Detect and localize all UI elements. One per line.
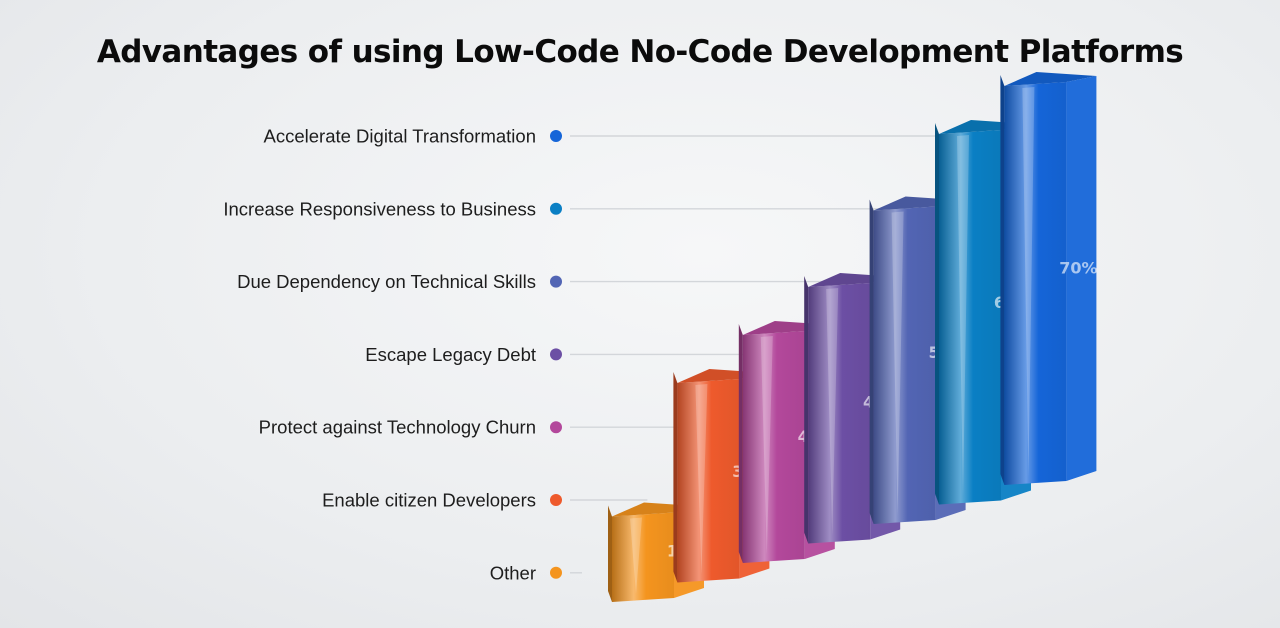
bar-side-face [738, 324, 743, 563]
bar-front-face [612, 512, 674, 602]
category-label-protect-against-technology-churn: Protect against Technology Churn [259, 417, 536, 438]
bars-group: 15%35%40%45%55%65%70% [608, 72, 1098, 602]
bar-side-face [1000, 75, 1005, 485]
bar-side-face [608, 505, 612, 602]
bar-side-face [935, 123, 939, 505]
bar-accelerate-digital-transformation: 70% [1000, 72, 1098, 485]
category-label-due-dependency-on-technical-skills: Due Dependency on Technical Skills [237, 271, 536, 292]
connector-lines [570, 135, 975, 574]
bar-highlight [957, 135, 969, 497]
bar-highlight [1022, 87, 1035, 477]
category-label-enable-citizen-developers: Enable citizen Developers [322, 490, 536, 511]
bar-front-face [677, 379, 740, 583]
bar-front-face [742, 331, 805, 563]
legend-dot-escape-legacy-debt [550, 348, 562, 361]
bar-highlight [891, 211, 904, 516]
category-label-increase-responsiveness-to-business: Increase Responsiveness to Business [223, 198, 536, 219]
bar-highlight [760, 336, 773, 555]
category-label-accelerate-digital-transformation: Accelerate Digital Transformation [264, 126, 536, 147]
legend-dot-accelerate-digital-transformation [550, 130, 562, 142]
bar-side-face [869, 199, 874, 524]
bar-right-face [1066, 76, 1097, 481]
chart-title: Advantages of using Low-Code No-Code Dev… [96, 34, 1184, 70]
bar-front-face [808, 283, 871, 544]
legend-dot-protect-against-technology-churn [550, 421, 562, 434]
bar-front-face [1004, 82, 1067, 485]
bar-highlight [695, 384, 708, 575]
bar-highlight [630, 517, 642, 594]
category-labels: Other Enable citizen Developers Protect ag… [223, 126, 562, 583]
bar-front-face [939, 130, 1001, 505]
category-label-escape-legacy-debt: Escape Legacy Debt [365, 344, 536, 365]
legend-dot-enable-citizen-developers [550, 494, 562, 506]
legend-dot-increase-responsiveness-to-business [550, 202, 562, 215]
bar-front-face [873, 206, 936, 524]
bar-side-face [673, 372, 678, 583]
legend-dot-due-dependency-on-technical-skills [550, 275, 562, 288]
category-label-other: Other [490, 562, 536, 583]
value-label-accelerate-digital-transformation: 70% [1059, 259, 1097, 278]
bar-top-face [1004, 72, 1097, 86]
legend-dot-other [550, 566, 562, 579]
bar-side-face [804, 276, 809, 544]
bar-highlight [826, 288, 839, 536]
